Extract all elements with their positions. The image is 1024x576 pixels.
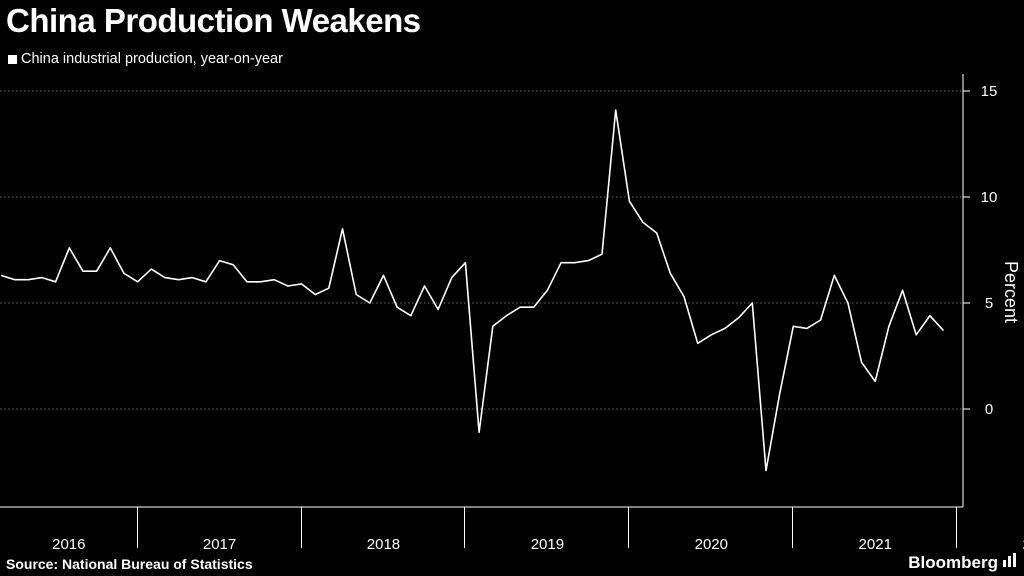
chart-title: China Production Weakens xyxy=(6,2,421,39)
y-tick-label-5: 5 xyxy=(985,295,993,312)
brand-logo: Bloomberg xyxy=(908,552,1018,573)
y-tick-label-0: 0 xyxy=(985,401,993,418)
legend: China industrial production, year-on-yea… xyxy=(8,51,283,67)
source-note: Source: National Bureau of Statistics xyxy=(6,556,253,572)
y-tick-label-15: 15 xyxy=(981,83,998,100)
x-tick-label-2021: 2021 xyxy=(859,536,892,553)
y-axis-title: Percent xyxy=(1001,261,1021,323)
series-line xyxy=(0,109,945,472)
x-tick-label-2018: 2018 xyxy=(367,536,400,553)
x-tick-label-2019: 2019 xyxy=(531,536,564,553)
x-tick-label-2017: 2017 xyxy=(203,536,236,553)
legend-label: China industrial production, year-on-yea… xyxy=(21,51,283,67)
x-tick-label-2022: 2022 xyxy=(1022,536,1024,553)
legend-swatch xyxy=(8,54,17,64)
bloomberg-chart-icon xyxy=(1002,552,1018,573)
y-tick-label-10: 10 xyxy=(981,189,998,206)
x-tick-label-2016: 2016 xyxy=(52,536,85,553)
x-tick-label-2020: 2020 xyxy=(695,536,728,553)
brand-name: Bloomberg xyxy=(908,552,998,572)
